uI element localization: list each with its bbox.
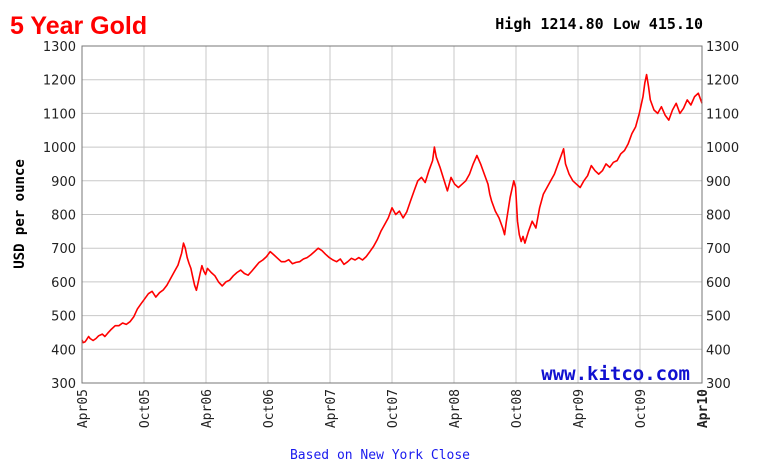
y-tick-label-right: 1300 (706, 40, 739, 55)
right-axis-ticks: 300 400 500 600 700 800 900 1000 1100 1200 1300 (706, 40, 739, 392)
y-tick-label-right: 600 (706, 276, 731, 291)
y-tick-label-left: 700 (51, 242, 76, 257)
y-tick-label-right: 300 (706, 377, 731, 392)
y-tick-label-right: 1000 (706, 141, 739, 156)
x-tick-label: Oct05 (138, 389, 153, 428)
plot-frame (81, 45, 703, 384)
y-tick-label-left: 300 (51, 377, 76, 392)
footnote-basis: Based on New York Close (290, 448, 470, 463)
y-tick-label-right: 700 (706, 242, 731, 257)
y-tick-label-left: 600 (51, 276, 76, 291)
y-tick-label-left: 1100 (43, 107, 76, 122)
y-tick-label-right: 400 (706, 343, 731, 358)
y-tick-label-left: 1300 (43, 40, 76, 55)
x-tick-label: Apr08 (448, 389, 463, 428)
x-tick-label: Oct08 (510, 389, 525, 428)
y-tick-label-right: 1200 (706, 74, 739, 89)
x-tick-label: Apr09 (572, 389, 587, 428)
price-line-layer (81, 73, 703, 344)
x-tick-label: Apr10 (696, 389, 711, 428)
high-low-readout: High 1214.80 Low 415.10 (495, 15, 703, 33)
y-tick-label-right: 500 (706, 310, 731, 325)
x-tick-label: Apr06 (200, 389, 215, 428)
y-axis-label: USD per ounce (12, 159, 28, 269)
x-tick-label: Apr07 (324, 389, 339, 428)
chart-title: 5 Year Gold (10, 12, 147, 40)
x-axis-ticks: Apr05 Oct05 Apr06 Oct06 Apr07 Oct07 Apr08 Oct08… (76, 389, 711, 428)
left-axis-ticks: 300 400 500 600 700 800 900 1000 1100 1200 1300 (43, 40, 76, 392)
price-series-line (81, 73, 703, 344)
watermark-url: www.kitco.com (541, 363, 690, 385)
y-tick-label-left: 1000 (43, 141, 76, 156)
y-tick-label-left: 400 (51, 343, 76, 358)
y-tick-label-right: 1100 (706, 107, 739, 122)
x-tick-label: Oct09 (634, 389, 649, 428)
y-tick-label-left: 500 (51, 310, 76, 325)
y-tick-label-left: 900 (51, 175, 76, 190)
x-tick-label: Oct07 (386, 389, 401, 428)
y-tick-label-left: 1200 (43, 74, 76, 89)
x-tick-label: Oct06 (262, 389, 277, 428)
x-tick-label: Apr05 (76, 389, 91, 428)
y-tick-label-right: 800 (706, 209, 731, 224)
y-tick-label-left: 800 (51, 209, 76, 224)
y-tick-label-right: 900 (706, 175, 731, 190)
